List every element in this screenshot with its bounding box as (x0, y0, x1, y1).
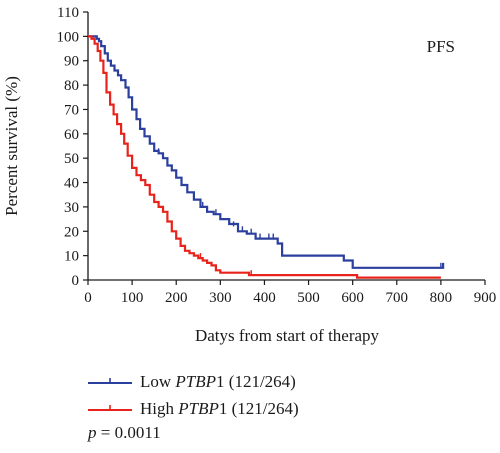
y-tick-label: 50 (64, 151, 79, 167)
x-tick-label: 800 (430, 290, 453, 306)
legend-label-high-gene: PTBP (178, 399, 219, 418)
x-tick-label: 900 (474, 290, 497, 306)
y-tick-label: 70 (64, 102, 79, 118)
legend-label-low-suffix: 1 (121/264) (216, 372, 296, 391)
ticks: 0 10 20 30 40 50 60 70 80 90 100 110 0 100 200 300 400 50… (57, 5, 497, 306)
series-lines (88, 35, 445, 279)
y-tick-label: 0 (72, 273, 80, 289)
axes (87, 12, 485, 281)
y-tick-label: 10 (64, 249, 79, 265)
p-value: p = 0.0011 (88, 423, 161, 443)
y-tick-label: 30 (64, 200, 79, 216)
x-tick-label: 600 (341, 290, 364, 306)
legend-label-high-suffix: 1 (121/264) (218, 399, 299, 418)
x-tick-label: 300 (209, 290, 232, 306)
x-tick-label: 200 (165, 290, 188, 306)
x-tick-label: 100 (121, 290, 144, 306)
survival-curve-low (88, 35, 445, 269)
y-axis-label: Percent survival (%) (2, 76, 21, 216)
x-tick-label: 700 (386, 290, 409, 306)
y-tick-label: 60 (64, 127, 79, 143)
legend-label-low-gene: PTBP (175, 372, 217, 391)
legend-line-low (88, 378, 132, 385)
x-tick-label: 500 (297, 290, 320, 306)
legend-line-high (88, 405, 132, 412)
y-tick-label: 40 (64, 176, 79, 192)
p-value-variable: p (88, 423, 97, 442)
y-tick-label: 100 (57, 29, 80, 45)
legend-label-high-prefix: High (140, 399, 179, 418)
x-tick-label: 400 (253, 290, 276, 306)
legend-item-high: High PTBP1 (121/264) (88, 399, 299, 419)
y-tick-label: 80 (64, 78, 79, 94)
p-value-text: = 0.0011 (96, 423, 161, 442)
legend-label-low-prefix: Low (140, 372, 176, 391)
y-tick-label: 20 (64, 224, 79, 240)
y-tick-label: 90 (64, 54, 79, 70)
x-tick-label: 0 (84, 290, 92, 306)
x-axis-label: Datys from start of therapy (195, 326, 380, 345)
y-tick-label: 110 (57, 5, 79, 21)
survival-curve-high (88, 35, 441, 279)
pfs-annotation: PFS (427, 37, 455, 56)
legend-item-low: Low PTBP1 (121/264) (88, 372, 296, 392)
